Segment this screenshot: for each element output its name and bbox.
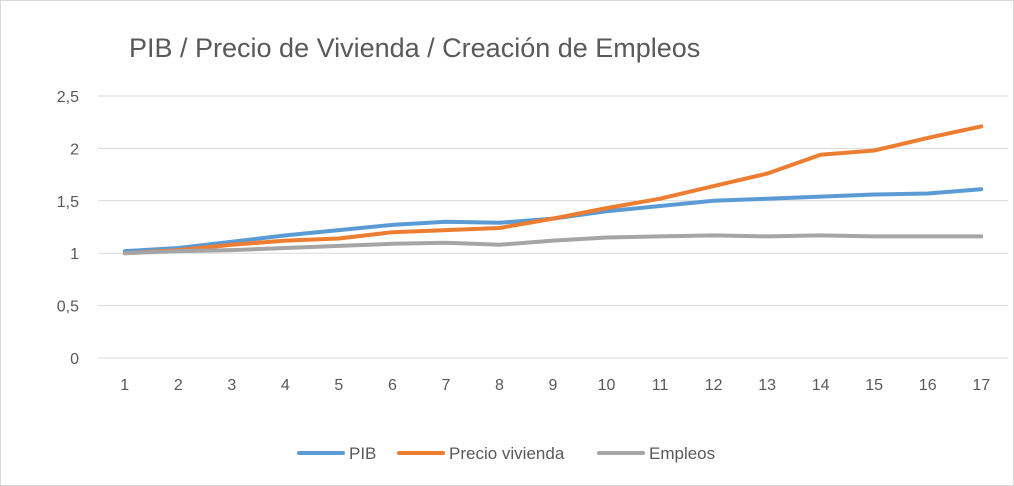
x-tick-label: 5 <box>334 377 343 394</box>
x-tick-label: 10 <box>598 377 616 394</box>
series-lines <box>122 124 984 256</box>
y-tick-label: 0,5 <box>57 299 79 316</box>
gridlines <box>98 95 1008 359</box>
y-tick-label: 1,5 <box>57 194 79 211</box>
x-tick-label: 7 <box>441 377 450 394</box>
x-tick-label: 13 <box>758 377 776 394</box>
x-tick-label: 1 <box>120 377 129 394</box>
x-axis-ticks: 1 2 3 4 5 6 7 8 9 10 11 12 13 14 15 16 17 <box>120 377 990 394</box>
x-tick-label: 17 <box>972 377 990 394</box>
legend: PIB Precio vivienda Empleos <box>297 444 715 463</box>
y-tick-label: 1 <box>70 246 79 263</box>
x-tick-label: 9 <box>549 377 558 394</box>
legend-label: PIB <box>349 444 376 463</box>
x-tick-label: 4 <box>281 377 290 394</box>
x-tick-label: 11 <box>652 377 669 394</box>
y-tick-label: 2,5 <box>57 89 79 106</box>
x-tick-label: 2 <box>174 377 183 394</box>
x-tick-label: 12 <box>705 377 723 394</box>
x-tick-label: 6 <box>388 377 397 394</box>
chart-title: PIB / Precio de Vivienda / Creación de E… <box>129 33 700 63</box>
x-tick-label: 3 <box>227 377 236 394</box>
series-line-precio-vivienda <box>122 124 984 256</box>
x-tick-label: 16 <box>919 377 937 394</box>
x-tick-label: 14 <box>812 377 830 394</box>
y-axis-ticks: 0 0,5 1 1,5 2 2,5 <box>57 89 79 368</box>
y-tick-label: 0 <box>70 351 79 368</box>
series-line-empleos <box>122 233 984 256</box>
x-tick-label: 8 <box>495 377 504 394</box>
legend-label: Empleos <box>649 444 715 463</box>
x-tick-label: 15 <box>865 377 883 394</box>
y-tick-label: 2 <box>70 141 79 158</box>
legend-label: Precio vivienda <box>449 444 565 463</box>
